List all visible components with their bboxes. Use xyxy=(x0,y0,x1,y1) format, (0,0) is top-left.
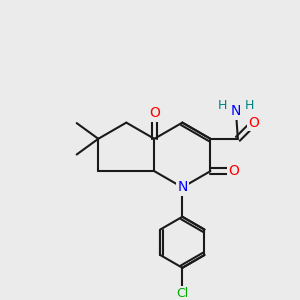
Text: N: N xyxy=(177,180,188,194)
Text: O: O xyxy=(248,116,259,130)
Text: H: H xyxy=(245,99,254,112)
Text: Cl: Cl xyxy=(176,287,188,300)
Text: H: H xyxy=(218,99,227,112)
Text: O: O xyxy=(229,164,239,178)
Text: N: N xyxy=(231,104,241,118)
Text: O: O xyxy=(149,106,160,120)
